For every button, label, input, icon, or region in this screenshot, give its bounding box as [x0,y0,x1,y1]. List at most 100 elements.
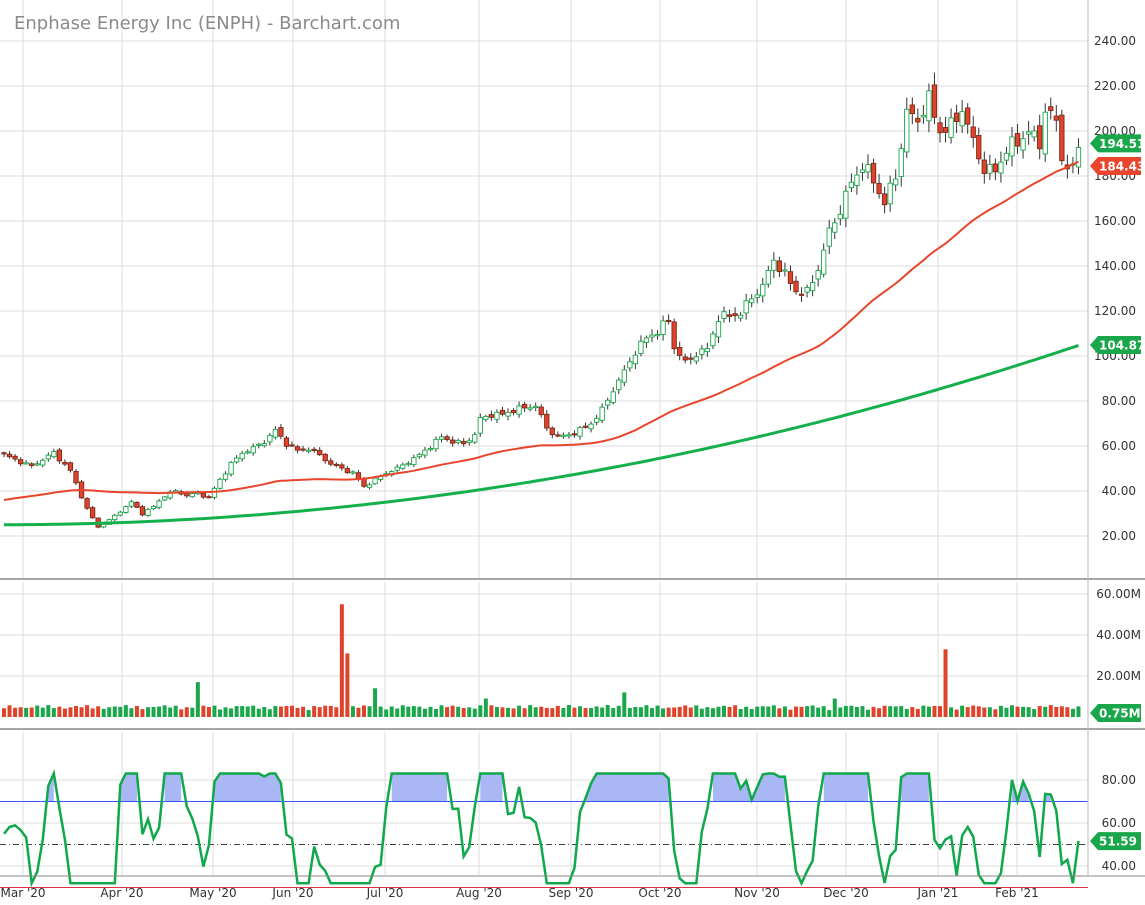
candle-down[interactable] [549,427,555,436]
volume-bar[interactable] [151,707,156,717]
candle-up[interactable] [605,399,611,406]
volume-bar[interactable] [694,705,699,717]
volume-bar[interactable] [583,708,588,717]
volume-bar[interactable] [339,604,344,717]
candle-down[interactable] [688,357,694,360]
candle-down[interactable] [6,453,13,458]
candle-up[interactable] [433,438,439,450]
volume-bar[interactable] [229,708,234,717]
candle-up[interactable] [117,511,123,516]
volume-bar[interactable] [511,708,516,717]
volume-bar[interactable] [1059,706,1064,717]
volume-bar[interactable] [240,706,245,717]
candle-up[interactable] [483,416,489,420]
volume-bar[interactable] [976,706,981,717]
candle-up[interactable] [472,434,478,443]
candle-down[interactable] [444,436,450,441]
candle-up[interactable] [577,427,583,437]
candle-up[interactable] [1031,130,1037,138]
volume-bar[interactable] [1021,706,1026,717]
volume-bar[interactable] [278,706,283,717]
candle-up[interactable] [400,464,406,469]
volume-bar[interactable] [190,707,195,717]
volume-bar[interactable] [528,705,533,717]
volume-bar[interactable] [810,705,815,717]
candle-up[interactable] [826,227,832,247]
volume-bar[interactable] [794,706,798,717]
volume-bar[interactable] [312,706,317,717]
candle-down[interactable] [322,453,328,462]
candle-up[interactable] [749,298,755,304]
candle-up[interactable] [804,287,810,293]
volume-bar[interactable] [40,707,45,717]
candle-down[interactable] [461,440,467,445]
volume-bar[interactable] [782,706,787,717]
volume-bar[interactable] [245,706,250,717]
candle-up[interactable] [710,333,716,347]
candle-up[interactable] [128,501,135,507]
volume-bar[interactable] [29,707,34,717]
candle-up[interactable] [593,417,600,423]
candle-up[interactable] [366,484,373,488]
volume-bar[interactable] [627,707,632,717]
candle-up[interactable] [372,477,378,485]
candle-up[interactable] [211,487,218,498]
candle-down[interactable] [29,463,35,466]
volume-bar[interactable] [328,705,333,717]
candle-up[interactable] [34,463,40,466]
candle-down[interactable] [787,271,794,284]
volume-bar[interactable] [456,706,461,717]
volume-bar[interactable] [987,707,992,717]
candle-down[interactable] [981,159,987,174]
candle-up[interactable] [516,405,522,415]
candle-down[interactable] [544,413,550,429]
candle-up[interactable] [887,182,893,205]
candle-down[interactable] [1053,115,1059,121]
candle-up[interactable] [427,447,434,451]
volume-bar[interactable] [134,705,139,717]
candle-down[interactable] [488,414,495,418]
volume-bar[interactable] [749,708,754,717]
candle-down[interactable] [12,455,18,460]
candle-up[interactable] [1020,138,1026,151]
volume-bar[interactable] [710,708,715,717]
volume-bar[interactable] [173,705,178,717]
volume-bar[interactable] [284,706,289,717]
volume-bar[interactable] [705,707,710,717]
volume-bar[interactable] [688,707,693,717]
candle-up[interactable] [505,411,511,417]
candle-down[interactable] [89,507,96,519]
volume-bar[interactable] [638,707,643,717]
volume-bar[interactable] [461,707,466,717]
candle-up[interactable] [1003,152,1010,161]
candle-down[interactable] [499,409,506,415]
candle-down[interactable] [278,427,284,437]
candle-down[interactable] [62,461,68,465]
candle-down[interactable] [953,112,960,123]
volume-bar[interactable] [926,706,931,717]
volume-bar[interactable] [760,706,765,717]
volume-bar[interactable] [650,708,654,717]
volume-bar[interactable] [334,707,339,717]
candle-up[interactable] [987,163,993,174]
volume-bar[interactable] [7,705,12,717]
candle-down[interactable] [283,437,290,447]
candle-up[interactable] [245,451,251,454]
volume-bar[interactable] [146,707,150,717]
volume-bar[interactable] [661,708,666,717]
candle-up[interactable] [743,300,749,314]
volume-bar[interactable] [827,710,832,717]
volume-bar[interactable] [478,705,483,717]
candle-up[interactable] [267,434,273,443]
volume-bar[interactable] [578,706,582,717]
volume-bar[interactable] [938,706,942,717]
candle-down[interactable] [682,356,688,361]
volume-bar[interactable] [1015,706,1020,717]
volume-bar[interactable] [157,706,162,717]
candle-down[interactable] [793,280,799,293]
candle-up[interactable] [101,523,107,528]
oscillator-panel[interactable] [0,769,1088,888]
volume-bar[interactable] [727,706,732,717]
volume-bar[interactable] [805,706,810,717]
volume-bar[interactable] [816,707,821,717]
